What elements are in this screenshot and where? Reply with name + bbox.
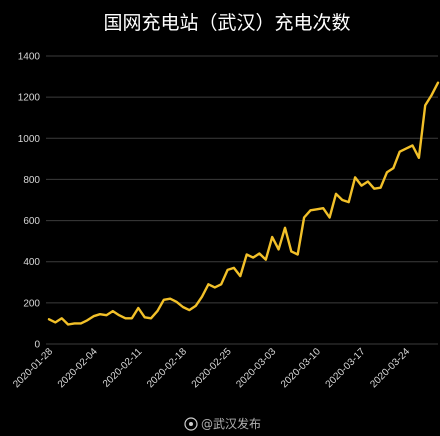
data-point (124, 317, 127, 319)
data-point (399, 151, 401, 153)
data-point (386, 171, 388, 173)
data-point (220, 283, 222, 285)
data-point (156, 310, 158, 312)
data-point (309, 209, 312, 211)
data-point (367, 180, 369, 183)
data-point (284, 227, 286, 229)
data-point (405, 148, 407, 150)
data-point (316, 208, 318, 210)
data-point (131, 317, 133, 319)
data-points (48, 82, 439, 326)
data-point (93, 315, 95, 317)
data-point (67, 323, 69, 326)
x-axis-ticks: 2020-01-28 2020-02-04 2020-02-11 2020-02-18… (11, 346, 412, 390)
data-point (80, 322, 82, 324)
data-point (201, 296, 203, 298)
data-point (99, 313, 101, 315)
data-point (73, 322, 76, 324)
x-tick-label: 2020-02-11 (101, 346, 145, 390)
watermark: @武汉发布 (184, 416, 261, 431)
data-point (297, 253, 299, 256)
data-point (348, 201, 350, 203)
x-tick-label: 2020-03-10 (279, 346, 323, 390)
x-tick-label: 2020-01-28 (11, 346, 55, 390)
x-tick-label: 2020-02-18 (145, 346, 189, 390)
data-point (227, 269, 229, 271)
y-tick-label: 1400 (18, 52, 41, 63)
y-tick-label: 0 (34, 340, 40, 351)
y-axis-ticks: 0 200 400 600 800 1000 1200 1400 (18, 52, 41, 351)
data-point (233, 267, 235, 269)
data-point (144, 316, 146, 318)
watermark-label: @武汉发布 (201, 416, 261, 431)
y-tick-label: 600 (23, 216, 40, 227)
data-point (61, 317, 63, 319)
data-point (214, 286, 216, 288)
data-point (360, 185, 363, 187)
data-point (137, 307, 139, 309)
data-point (431, 94, 433, 96)
data-point (411, 144, 414, 147)
data-point (54, 321, 57, 323)
y-tick-label: 400 (23, 257, 40, 268)
weibo-logo-icon (184, 417, 198, 431)
y-tick-label: 1200 (18, 93, 41, 104)
x-tick-label: 2020-03-03 (234, 346, 278, 390)
data-point (118, 314, 120, 316)
series-line (47, 81, 440, 326)
data-point (341, 199, 343, 201)
weibo-logo-eye-icon (189, 422, 193, 426)
data-point (354, 176, 356, 178)
data-point (278, 248, 280, 250)
data-point (150, 317, 152, 319)
data-point (112, 310, 114, 312)
data-point (86, 319, 88, 321)
data-point (437, 82, 439, 84)
data-point (175, 301, 178, 303)
data-point (290, 250, 292, 252)
data-point (169, 298, 171, 300)
data-point (329, 216, 331, 219)
data-point (258, 252, 260, 255)
gridlines (46, 55, 438, 345)
data-point (265, 259, 267, 261)
y-tick-label: 1000 (18, 134, 41, 145)
data-point (303, 216, 305, 219)
data-point (252, 257, 254, 259)
chart-title: 国网充电站（武汉）充电次数 (103, 12, 350, 34)
data-point (207, 283, 209, 285)
data-point (182, 306, 184, 308)
data-point (424, 104, 426, 106)
x-tick-label: 2020-02-04 (56, 346, 100, 390)
data-point (392, 167, 394, 169)
data-point (322, 207, 324, 209)
y-tick-label: 800 (23, 175, 40, 186)
x-tick-label: 2020-03-17 (324, 346, 368, 390)
data-point (48, 318, 50, 320)
data-point (335, 193, 337, 195)
x-tick-label: 2020-03-24 (368, 346, 412, 390)
x-tick-label: 2020-02-25 (190, 346, 234, 390)
y-tick-label: 200 (23, 298, 40, 309)
data-point (239, 275, 241, 277)
data-point (271, 236, 273, 238)
data-point (373, 188, 375, 190)
data-point (195, 305, 197, 307)
data-point (418, 157, 420, 159)
data-point (380, 187, 382, 189)
data-point (188, 309, 190, 311)
data-point (105, 314, 107, 316)
data-point (163, 299, 165, 301)
data-point (246, 253, 248, 256)
